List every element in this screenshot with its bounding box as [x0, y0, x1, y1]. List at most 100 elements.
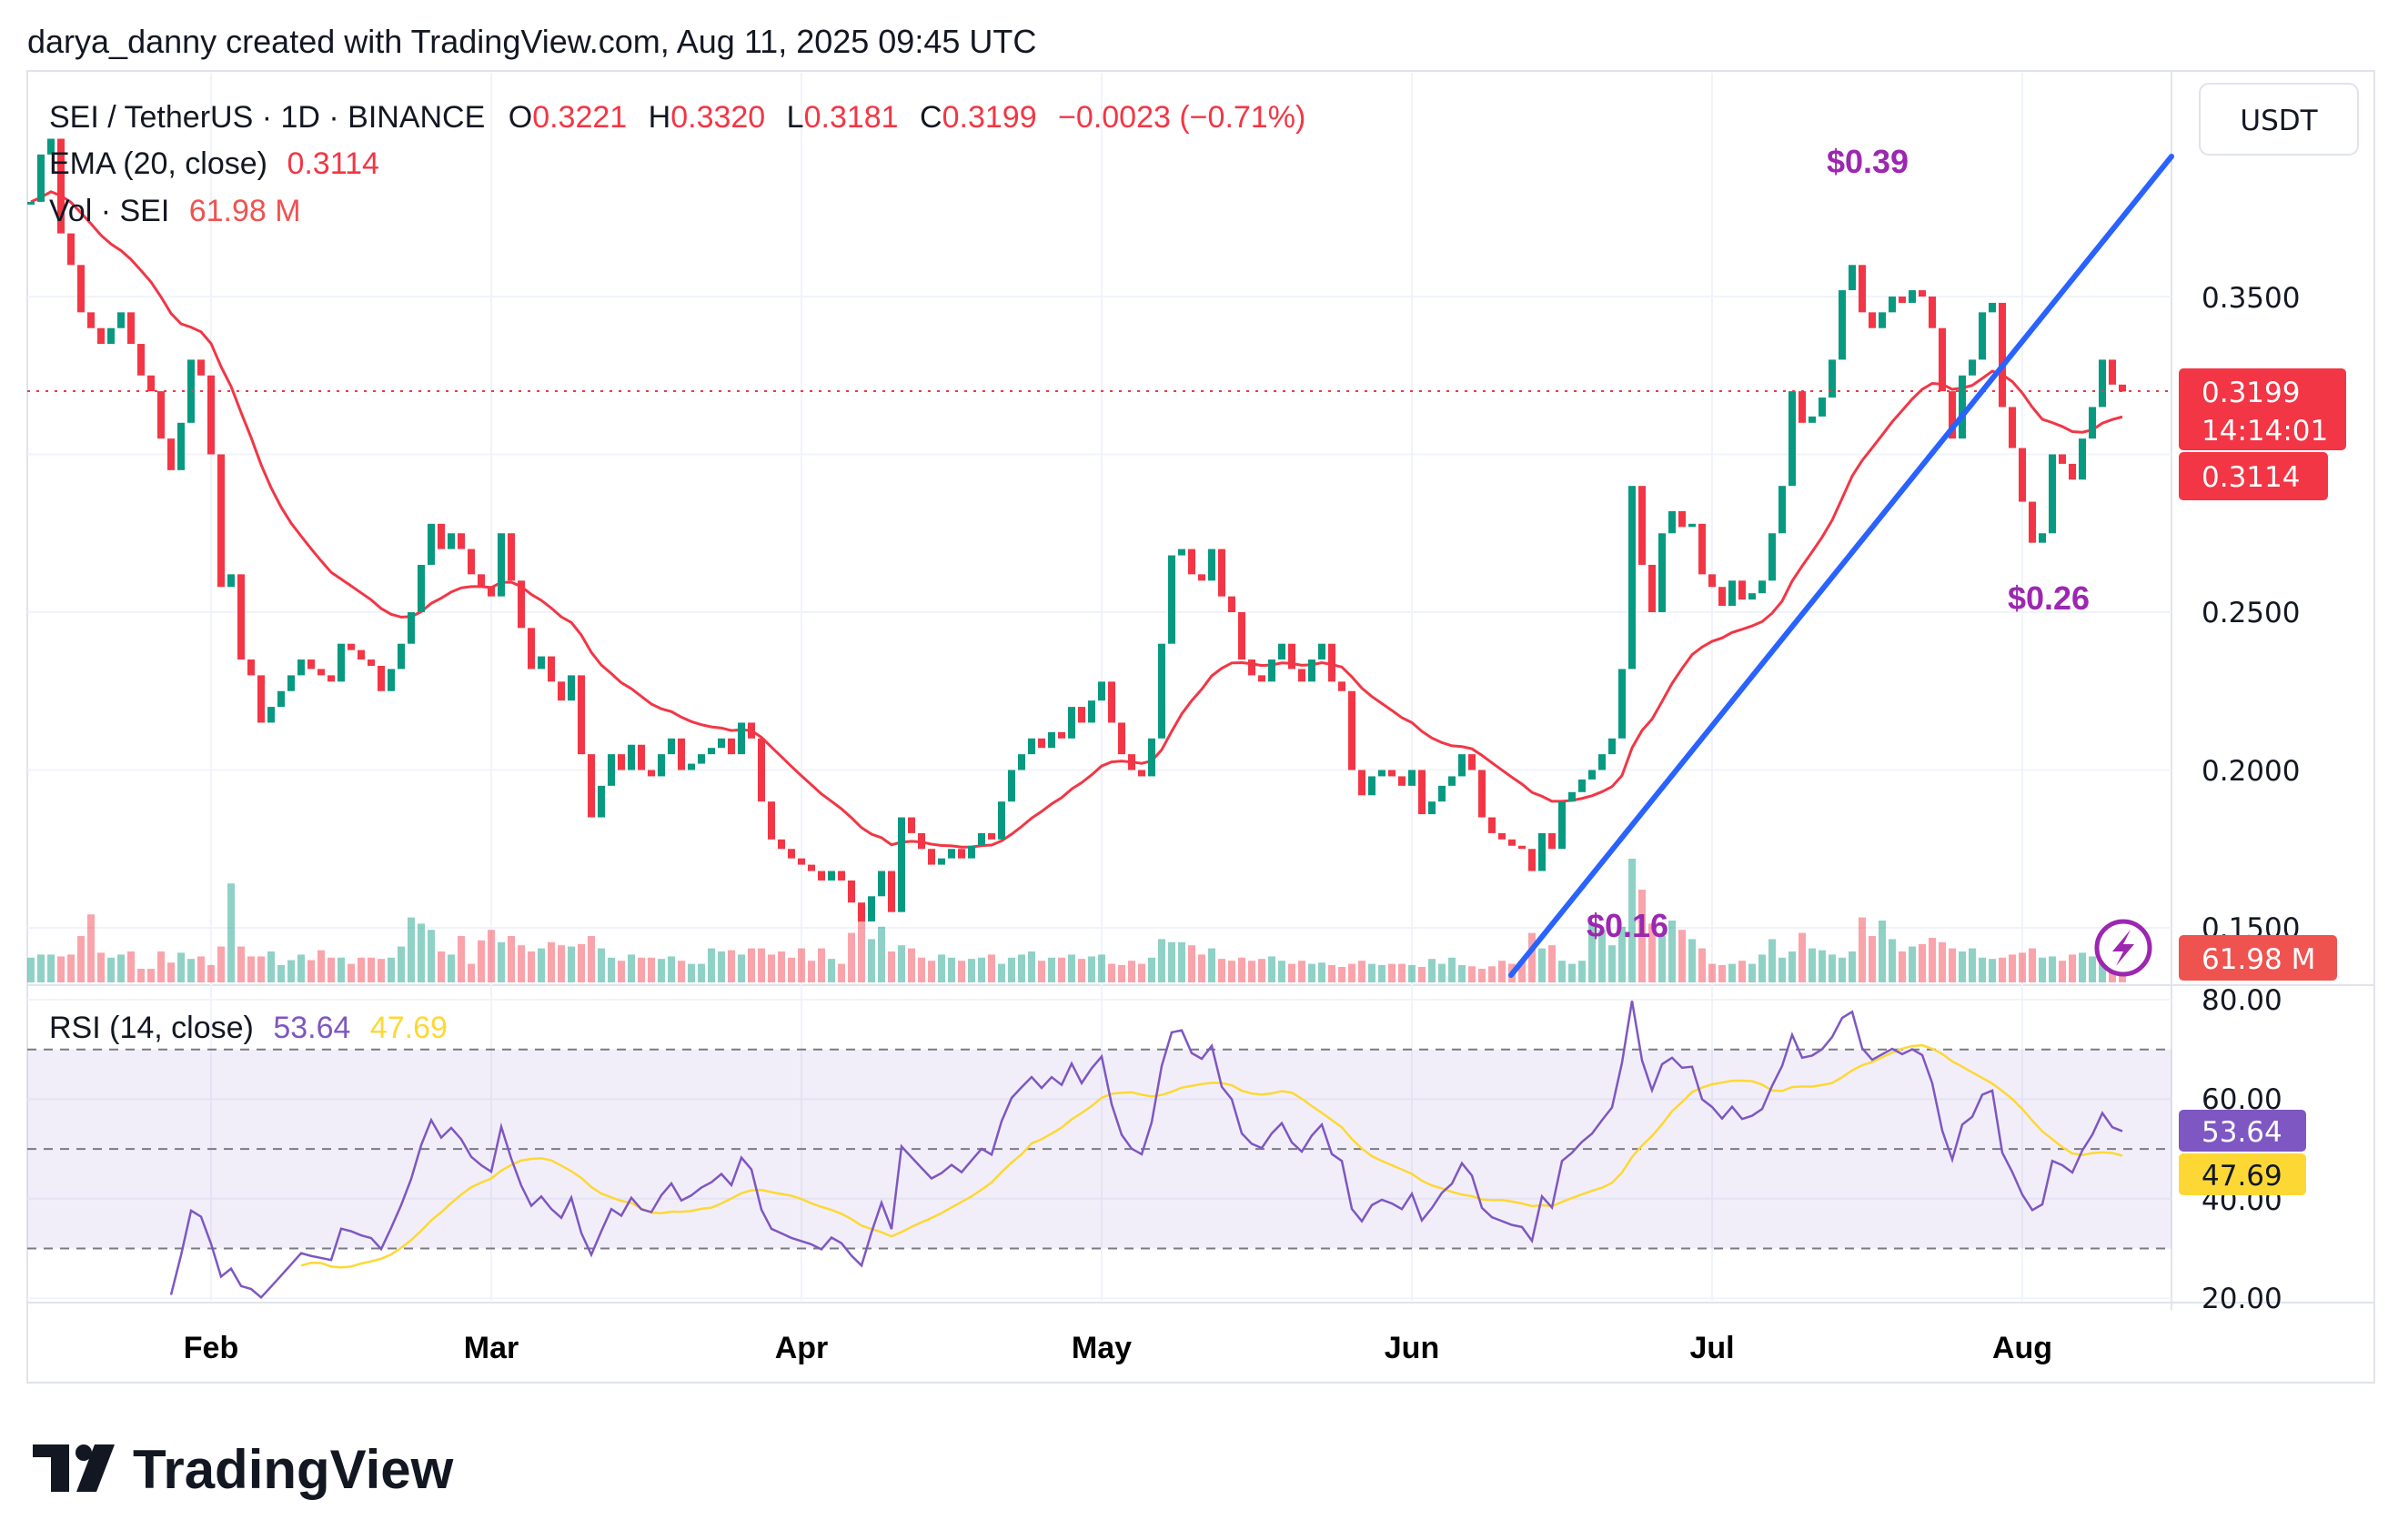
candle [1008, 770, 1015, 802]
candle [718, 738, 725, 749]
candle [57, 138, 65, 234]
volume-bar [1348, 963, 1355, 982]
volume-bar [257, 956, 265, 982]
candle [1428, 801, 1436, 815]
volume-bar [1588, 923, 1596, 982]
volume-bar [1949, 948, 1956, 982]
candle [327, 675, 335, 682]
candle [1438, 785, 1446, 802]
volume-bar [1578, 961, 1586, 982]
volume-bar [1538, 948, 1546, 982]
volume-bar [107, 957, 115, 982]
annotation-low[interactable]: $0.16 [1587, 907, 1668, 944]
volume-bar [247, 956, 255, 982]
candle [538, 656, 545, 669]
lightning-icon[interactable] [2094, 919, 2152, 977]
candle [518, 580, 525, 629]
trendline[interactable] [1508, 154, 2174, 978]
volume-bar [1889, 939, 1896, 982]
candle [1508, 839, 1516, 846]
candle [1738, 580, 1746, 600]
volume-bar [538, 948, 545, 982]
candle [358, 649, 365, 660]
volume-tag: 61.98 M [2179, 935, 2337, 981]
volume-bar [708, 948, 715, 982]
ema-tag-value: 0.3114 [2202, 461, 2300, 494]
volume-bar [1288, 963, 1295, 982]
candle [1829, 359, 1836, 398]
candle [2009, 407, 2016, 448]
volume-bar [157, 951, 165, 982]
volume-bar [498, 941, 505, 982]
candle [1598, 754, 1606, 770]
volume-bar [47, 954, 55, 982]
volume-bar [1819, 950, 1826, 982]
volume-bar [1308, 963, 1315, 982]
volume-bar [378, 959, 385, 982]
volume-bar [1428, 959, 1436, 982]
volume-bar [958, 961, 965, 982]
volume-bar [1228, 961, 1235, 982]
candle [788, 849, 795, 859]
time-label: Mar [464, 1331, 519, 1365]
rsi-legend[interactable]: RSI (14, close) 53.64 47.69 [49, 1011, 448, 1045]
tradingview-logo[interactable]: TradingView [33, 1439, 454, 1500]
volume-bar [1648, 923, 1656, 982]
volume-bar [628, 954, 635, 982]
candle [888, 871, 895, 912]
candle [1839, 290, 1846, 360]
candle [658, 754, 665, 777]
volume-bar [388, 957, 395, 982]
candle [1778, 486, 1786, 534]
candle [1959, 375, 1966, 439]
currency-button[interactable]: USDT [2199, 83, 2359, 156]
candle [2059, 454, 2066, 464]
candle [1899, 297, 1906, 303]
candle [1939, 327, 1946, 392]
candle [1268, 659, 1275, 682]
candle [1218, 549, 1225, 597]
volume-bar [1638, 890, 1646, 982]
volume-bar [748, 948, 755, 982]
candle [117, 312, 125, 328]
volume-bar [27, 957, 35, 982]
volume-bar [1598, 930, 1606, 982]
volume-bar [1688, 939, 1696, 982]
annotation-pullback[interactable]: $0.26 [2008, 579, 2090, 617]
candle [137, 344, 145, 376]
candle [1478, 770, 1486, 818]
candle [1768, 533, 1776, 581]
volume-bar [1989, 959, 1996, 982]
volume-bar [1839, 957, 1846, 982]
candle [1608, 738, 1616, 755]
open-label: O [509, 100, 532, 135]
volume-bar [898, 945, 905, 982]
ema-legend[interactable]: EMA (20, close) 0.3114 [49, 146, 379, 181]
volume-bar [1368, 963, 1375, 982]
candle [2039, 533, 2046, 543]
volume-legend[interactable]: Vol · SEI 61.98 M [49, 194, 301, 228]
volume-bar [1618, 926, 1626, 982]
volume-bar [277, 964, 285, 982]
last-price-tag: 0.3199 14:14:01 [2179, 368, 2346, 450]
volume-bar [1518, 961, 1526, 982]
candle [948, 849, 955, 859]
price-tick: 0.2000 [2202, 755, 2300, 788]
volume-bar [1658, 936, 1666, 982]
candle [1628, 486, 1636, 669]
candle [1869, 312, 1876, 328]
rsi-ma-tag-value: 47.69 [2202, 1160, 2282, 1193]
volume-bar [818, 948, 825, 982]
volume-bar [458, 936, 465, 982]
candle [1578, 779, 1586, 792]
annotation-high[interactable]: $0.39 [1827, 143, 1909, 180]
candle [1048, 731, 1055, 749]
volume-bar [1448, 957, 1456, 982]
candle [1148, 738, 1155, 777]
symbol-name[interactable]: SEI / TetherUS · 1D · BINANCE [49, 100, 485, 135]
volume-bar [1708, 963, 1716, 982]
candle [1308, 659, 1315, 682]
candle [558, 681, 565, 701]
volume-bar [568, 946, 575, 982]
